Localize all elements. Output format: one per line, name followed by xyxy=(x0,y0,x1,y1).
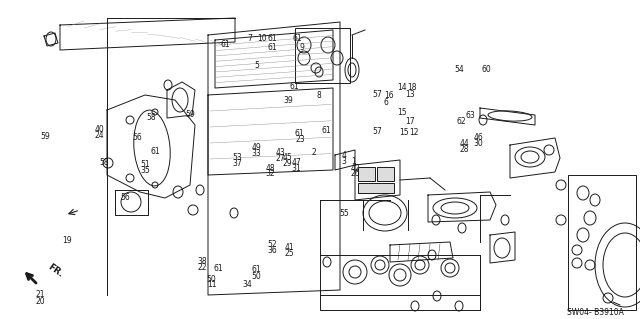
Text: 2: 2 xyxy=(312,148,316,157)
Text: 49: 49 xyxy=(252,143,261,152)
Text: 24: 24 xyxy=(95,131,104,140)
Text: 46: 46 xyxy=(474,133,483,142)
Text: 45: 45 xyxy=(283,153,292,162)
Text: 6: 6 xyxy=(384,98,389,107)
Text: 25: 25 xyxy=(285,249,294,258)
Text: 12: 12 xyxy=(410,128,419,137)
Bar xyxy=(358,183,394,193)
Text: 59: 59 xyxy=(40,132,50,141)
Text: 58: 58 xyxy=(146,113,156,122)
Text: 51: 51 xyxy=(141,160,150,169)
Text: 15: 15 xyxy=(397,108,406,117)
Text: 15: 15 xyxy=(399,128,408,137)
Text: 3: 3 xyxy=(342,157,347,166)
Bar xyxy=(320,255,480,310)
Text: 57: 57 xyxy=(372,127,382,136)
Text: 17: 17 xyxy=(405,117,415,126)
Bar xyxy=(568,175,636,310)
Text: 48: 48 xyxy=(266,164,275,173)
Text: 61: 61 xyxy=(321,126,331,135)
Text: 28: 28 xyxy=(460,145,469,154)
Text: 43: 43 xyxy=(275,148,285,157)
Text: 61: 61 xyxy=(292,34,302,43)
Text: 14: 14 xyxy=(397,83,406,92)
Text: 32: 32 xyxy=(266,169,275,178)
Text: 56: 56 xyxy=(132,133,142,142)
Text: 61: 61 xyxy=(150,147,160,156)
Text: 37: 37 xyxy=(232,159,242,168)
Text: 56: 56 xyxy=(120,193,130,202)
Bar xyxy=(295,28,350,83)
Text: 4: 4 xyxy=(342,151,347,160)
Text: 50: 50 xyxy=(252,272,261,281)
Text: 26: 26 xyxy=(351,169,360,178)
Text: 61: 61 xyxy=(213,264,223,273)
Text: 47: 47 xyxy=(291,158,301,167)
Text: 11: 11 xyxy=(207,280,216,289)
Text: 61: 61 xyxy=(252,265,261,274)
Text: 22: 22 xyxy=(197,263,207,272)
Text: 39: 39 xyxy=(284,96,293,105)
Text: 21: 21 xyxy=(35,290,45,299)
Text: 38: 38 xyxy=(197,257,207,266)
Bar xyxy=(358,167,375,181)
Text: 54: 54 xyxy=(454,65,464,74)
Text: 61: 61 xyxy=(294,130,304,138)
Text: 16: 16 xyxy=(384,91,394,100)
Text: 58: 58 xyxy=(99,158,109,167)
Text: 61: 61 xyxy=(268,34,277,43)
Text: 44: 44 xyxy=(460,139,469,148)
Text: 30: 30 xyxy=(474,139,483,148)
Text: 62: 62 xyxy=(456,117,466,126)
Text: SW04- B3910A: SW04- B3910A xyxy=(567,308,624,317)
Text: 18: 18 xyxy=(408,83,417,92)
Text: 20: 20 xyxy=(35,297,45,306)
Text: 9: 9 xyxy=(300,43,305,52)
Text: 19: 19 xyxy=(62,236,72,245)
Text: 33: 33 xyxy=(252,149,261,158)
Text: 29: 29 xyxy=(283,159,292,168)
Text: 35: 35 xyxy=(141,166,150,175)
Text: 50: 50 xyxy=(207,275,216,284)
Text: 1: 1 xyxy=(351,157,355,166)
Text: 59: 59 xyxy=(186,110,195,119)
Text: 31: 31 xyxy=(291,164,301,173)
Text: 41: 41 xyxy=(285,243,294,252)
Bar xyxy=(377,167,394,181)
Text: 34: 34 xyxy=(242,280,252,289)
Text: 5: 5 xyxy=(254,61,259,70)
Text: 61: 61 xyxy=(221,40,230,48)
Text: 23: 23 xyxy=(296,135,305,144)
Text: 7: 7 xyxy=(248,34,253,43)
Text: 61: 61 xyxy=(290,82,300,91)
Text: FR.: FR. xyxy=(46,262,65,279)
Text: 60: 60 xyxy=(481,65,491,74)
Text: 10: 10 xyxy=(257,34,267,43)
Text: 8: 8 xyxy=(317,91,321,100)
Text: 27: 27 xyxy=(275,154,285,163)
Text: 42: 42 xyxy=(351,164,360,173)
Text: 55: 55 xyxy=(339,209,349,218)
Text: 40: 40 xyxy=(95,125,104,134)
Text: 36: 36 xyxy=(268,246,277,255)
Text: 53: 53 xyxy=(232,153,242,162)
Text: 52: 52 xyxy=(268,240,277,249)
Text: 61: 61 xyxy=(268,43,277,52)
Text: 63: 63 xyxy=(465,111,475,120)
Text: 13: 13 xyxy=(405,90,415,99)
Text: 57: 57 xyxy=(372,90,382,99)
